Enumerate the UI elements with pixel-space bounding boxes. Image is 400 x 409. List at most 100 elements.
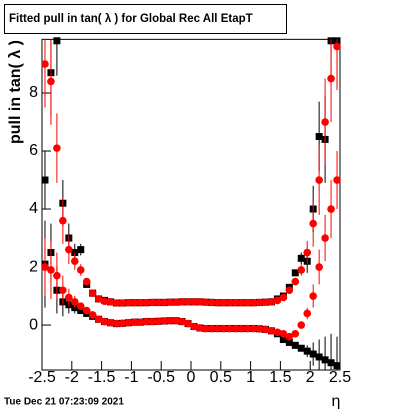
marker-circle	[47, 266, 55, 274]
marker-circle	[59, 216, 67, 225]
marker-circle	[112, 299, 121, 307]
marker-circle	[166, 298, 174, 306]
marker-circle	[70, 298, 79, 306]
marker-circle	[279, 329, 288, 338]
marker-circle	[214, 324, 222, 333]
marker-circle	[154, 298, 163, 307]
marker-square	[327, 359, 335, 367]
chart-title: Fitted pull in tan( λ ) for Global Rec A…	[9, 13, 253, 25]
marker-circle	[333, 176, 341, 184]
marker-circle	[261, 325, 270, 334]
marker-circle	[273, 328, 282, 337]
marker-circle	[88, 311, 97, 319]
marker-circle	[65, 293, 73, 302]
marker-circle	[76, 302, 85, 310]
marker-circle	[231, 324, 240, 333]
marker-circle	[82, 306, 91, 315]
marker-circle	[291, 277, 300, 286]
marker-circle	[321, 118, 329, 126]
marker-circle	[225, 324, 234, 333]
marker-circle	[178, 317, 186, 326]
marker-square	[77, 307, 85, 315]
marker-circle	[315, 176, 323, 184]
y-tick-label: 2	[29, 258, 38, 275]
marker-circle	[112, 319, 121, 328]
marker-circle	[47, 77, 55, 86]
marker-circle	[327, 205, 335, 213]
marker-circle	[148, 298, 157, 307]
x-tick-label: -2.5	[28, 369, 56, 386]
marker-circle	[243, 324, 252, 333]
marker-circle	[309, 292, 317, 300]
x-tick-label: -1.5	[88, 369, 116, 386]
marker-circle	[172, 316, 180, 325]
marker-circle	[76, 266, 85, 274]
marker-circle	[279, 293, 288, 302]
x-tick-label: -0.5	[147, 369, 175, 386]
marker-circle	[70, 257, 79, 266]
marker-circle	[41, 263, 49, 271]
x-tick-label: 2	[306, 369, 315, 386]
marker-circle	[124, 318, 133, 327]
marker-circle	[106, 298, 115, 306]
marker-circle	[243, 298, 252, 307]
marker-circle	[237, 298, 246, 307]
y-tick-label: 4	[29, 200, 38, 217]
marker-circle	[41, 60, 49, 68]
marker-circle	[219, 298, 228, 307]
marker-circle	[59, 286, 67, 295]
x-tick-label: 1	[246, 369, 255, 386]
marker-square	[71, 249, 79, 257]
marker-square	[309, 350, 317, 358]
marker-circle	[202, 324, 210, 333]
marker-circle	[214, 298, 222, 307]
marker-circle	[136, 298, 145, 307]
marker-circle	[190, 298, 198, 306]
marker-circle	[184, 298, 192, 306]
marker-circle	[94, 295, 103, 303]
marker-circle	[291, 329, 300, 338]
marker-circle	[148, 317, 157, 326]
marker-circle	[130, 318, 139, 326]
marker-circle	[261, 298, 270, 306]
marker-square	[291, 269, 299, 277]
marker-circle	[208, 298, 216, 307]
marker-square	[279, 336, 287, 344]
marker-circle	[136, 318, 145, 326]
marker-circle	[249, 324, 258, 333]
title-box	[4, 4, 287, 34]
marker-circle	[142, 298, 151, 307]
marker-circle	[160, 298, 168, 307]
marker-circle	[196, 324, 204, 332]
x-tick-label: 0.5	[210, 369, 232, 386]
y-tick-label: 0	[29, 316, 38, 333]
marker-square	[315, 353, 323, 361]
marker-square	[77, 246, 85, 254]
marker-circle	[273, 296, 282, 305]
marker-square	[303, 347, 311, 355]
marker-square	[321, 356, 329, 364]
marker-circle	[327, 74, 335, 83]
marker-circle	[65, 245, 73, 254]
marker-circle	[303, 248, 312, 257]
y-tick-label: 6	[29, 142, 38, 159]
marker-circle	[118, 319, 127, 328]
marker-circle	[208, 324, 216, 333]
marker-circle	[225, 298, 234, 307]
marker-circle	[267, 327, 276, 335]
marker-circle	[267, 298, 276, 306]
marker-circle	[172, 298, 180, 306]
marker-circle	[166, 316, 174, 325]
marker-circle	[53, 144, 61, 152]
marker-circle	[321, 234, 329, 242]
marker-square	[297, 344, 305, 352]
marker-circle	[130, 298, 139, 307]
marker-circle	[196, 298, 204, 306]
marker-circle	[118, 299, 127, 307]
marker-circle	[285, 332, 294, 341]
marker-circle	[219, 324, 228, 333]
marker-circle	[297, 321, 306, 329]
x-tick-label: -1	[124, 369, 138, 386]
